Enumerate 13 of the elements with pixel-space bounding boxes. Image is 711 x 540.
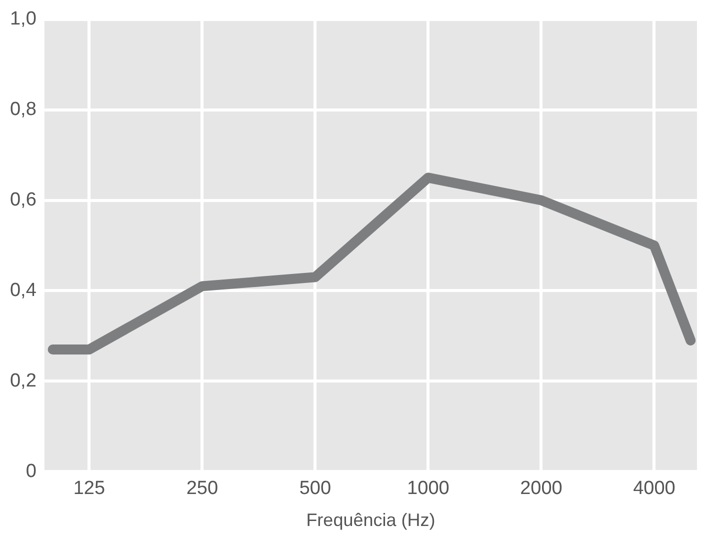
y-tick-label: 0,4 (10, 280, 37, 301)
y-tick-label: 0,6 (10, 190, 36, 211)
x-tick-label: 4000 (633, 478, 676, 500)
y-tick-label: 1,0 (10, 8, 36, 30)
x-tick-label: 125 (73, 478, 106, 500)
x-tick-label: 250 (186, 478, 218, 500)
y-tick-label: 0,8 (10, 99, 36, 120)
x-tick-label: 2000 (520, 478, 562, 500)
x-axis-title: Frequência (Hz) (306, 510, 436, 530)
x-tick-label: 1000 (407, 478, 450, 500)
y-tick-label: 0 (26, 460, 36, 482)
y-tick-label: 0,2 (10, 370, 36, 392)
x-tick-label: 500 (299, 478, 332, 500)
